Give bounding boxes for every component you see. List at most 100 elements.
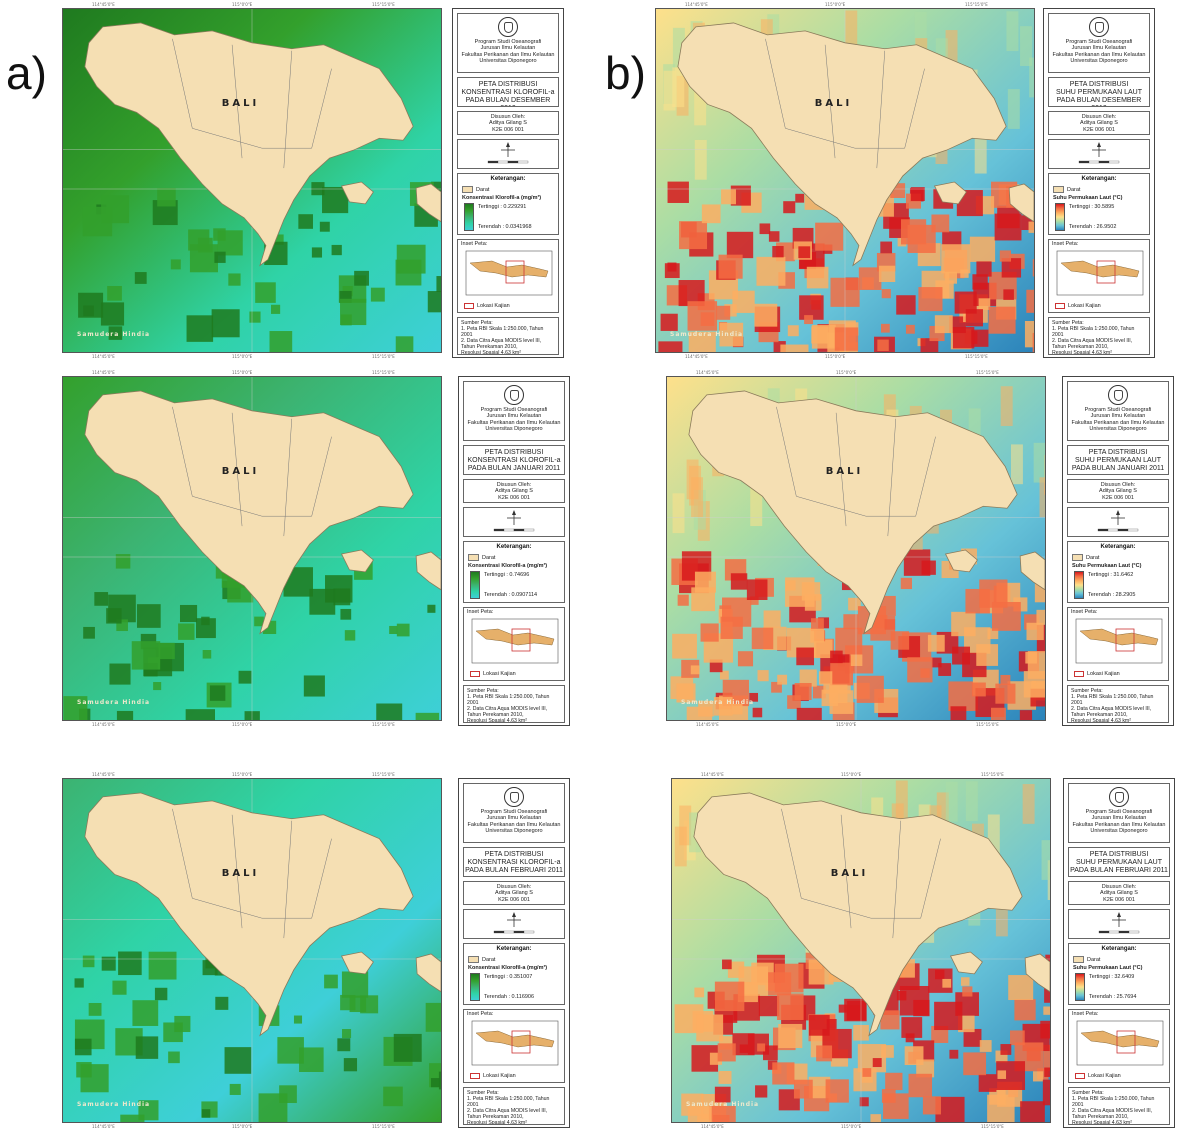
raster-cell	[430, 1078, 441, 1088]
raster-cell	[813, 639, 833, 659]
legend-box: Keterangan: Darat Suhu Permukaan Laut (°C)…	[1067, 541, 1169, 603]
island	[1079, 628, 1159, 646]
raster-cell	[806, 266, 829, 289]
inset-map	[471, 1020, 559, 1066]
source-line: 2. Data Citra Aqua MODIS level III,	[467, 1108, 548, 1114]
raster-cell	[1010, 1030, 1025, 1046]
legend-panel: Program Studi Oseanografi Jurusan Ilmu Ke…	[1063, 778, 1175, 1128]
legend-box: Keterangan: Darat Suhu Permukaan Laut (°C)…	[1048, 173, 1150, 235]
source-box: Sumber Peta: 1. Peta RBI Skala 1:250.000,…	[1068, 1087, 1170, 1125]
raster-cell	[895, 780, 908, 821]
raster-cell	[826, 1019, 837, 1029]
raster-cell	[834, 327, 859, 351]
raster-cell	[916, 1059, 935, 1078]
raster-cell	[965, 781, 978, 822]
raster-cell	[808, 1015, 830, 1036]
raster-cell	[112, 980, 127, 995]
raster-cell	[1024, 320, 1034, 348]
source-line: Tahun Perekaman 2010,	[1071, 712, 1128, 718]
raster-cell	[972, 274, 988, 290]
study-area-box	[511, 628, 531, 652]
source-line: Sumber Peta:	[467, 688, 499, 694]
raster-cell	[752, 707, 763, 718]
raster-cell	[968, 408, 981, 449]
raster-cell	[324, 974, 338, 989]
raster-cell	[945, 30, 958, 70]
raster-cell	[979, 1040, 992, 1052]
raster-cell	[936, 792, 949, 833]
raster-cell	[793, 1079, 813, 1099]
north-scale-box	[1048, 139, 1150, 169]
raster-cell	[396, 244, 426, 274]
map-b1: BALI Samudera Hindia	[655, 8, 1035, 353]
legend-box: Keterangan: Darat Suhu Permukaan Laut (°C)…	[1068, 943, 1170, 1005]
raster-cell	[714, 1086, 731, 1103]
raster-cell	[877, 339, 889, 352]
legend-title: Konsentrasi Klorofil-a (mg/m³)	[462, 195, 542, 201]
author-line: Aditya Gilang S	[1099, 488, 1137, 495]
source-line: Tahun Perekaman 2010,	[467, 712, 524, 718]
regency-border	[876, 50, 886, 169]
raster-cell	[777, 993, 804, 1020]
land	[84, 792, 441, 1037]
map-title-box: PETA DISTRIBUSI SUHU PERMUKAAN LAUT PADA B…	[1068, 847, 1170, 877]
raster-cell	[691, 587, 716, 612]
author-line: K2E 006 001	[498, 494, 530, 501]
raster-cell	[343, 1058, 358, 1072]
regency-border	[311, 838, 332, 919]
legend-heading: Keterangan:	[1081, 176, 1117, 182]
land-label: Darat	[1087, 957, 1101, 963]
raster-cell	[1034, 578, 1045, 603]
longitude-tick: 114°45'0"E	[696, 370, 719, 375]
land	[84, 22, 441, 267]
raster-cell	[202, 650, 212, 659]
map-title-line: KONSENTRASI KLOROFIL-a	[467, 457, 561, 464]
source-line: Tahun Perekaman 2010,	[1072, 1114, 1129, 1120]
raster-cell	[354, 270, 369, 286]
north-arrow-icon	[493, 912, 535, 934]
raster-cell	[383, 1086, 403, 1107]
raster-cell	[717, 1043, 736, 1062]
map-canvas	[656, 9, 1034, 352]
raster-cell	[116, 619, 128, 632]
inset-map	[1056, 250, 1144, 296]
inset-box: Inset Peta: Lokasi Kajian	[463, 1009, 565, 1083]
raster-cell	[694, 85, 707, 126]
raster-cell	[907, 224, 936, 253]
source-line: Resolusi Spasial 4,63 km²	[467, 1120, 527, 1125]
source-line: Sumber Peta:	[1072, 1090, 1104, 1096]
regency-border	[904, 68, 925, 149]
raster-cell	[108, 326, 123, 340]
column-label: b)	[605, 47, 646, 99]
raster-cell	[1032, 332, 1034, 352]
raster-cell	[696, 1014, 724, 1042]
raster-cell	[349, 995, 367, 1013]
map-title-line: SUHU PERMUKAAN LAUT	[1056, 89, 1142, 96]
regency-border	[920, 838, 941, 919]
inset-box: Inset Peta: Lokasi Kajian	[463, 607, 565, 681]
raster-cell	[815, 222, 844, 251]
raster-cell	[737, 651, 754, 667]
island	[1008, 183, 1034, 223]
raster-cell	[903, 549, 931, 576]
raster-cell	[214, 251, 226, 263]
longitude-tick: 114°45'0"E	[92, 354, 115, 359]
legend-heading: Keterangan:	[496, 946, 532, 952]
raster-cell	[881, 289, 891, 299]
inset-label: Lokasi Kajian	[1068, 303, 1101, 309]
source-line: Sumber Peta:	[461, 320, 493, 326]
longitude-tick: 114°45'0"E	[92, 772, 115, 777]
author-line: K2E 006 001	[1103, 896, 1135, 903]
raster-cell	[927, 634, 945, 652]
institution-line: Program Studi Oseanografi	[1084, 407, 1152, 413]
island	[1019, 551, 1045, 591]
column-label: a)	[6, 47, 47, 99]
longitude-tick: 115°0'0"E	[841, 1124, 862, 1129]
longitude-tick: 115°0'0"E	[232, 1124, 253, 1129]
institution-line: Fakultas Perikanan dan Ilmu Kelautan	[1071, 419, 1165, 426]
raster-cell	[658, 341, 683, 352]
author-line: Disusun Oleh:	[496, 884, 532, 890]
author-line: Aditya Gilang S	[495, 890, 533, 897]
map-title-line: KONSENTRASI KLOROFIL-a	[467, 859, 561, 866]
longitude-tick: 115°15'0"E	[981, 1124, 1004, 1129]
